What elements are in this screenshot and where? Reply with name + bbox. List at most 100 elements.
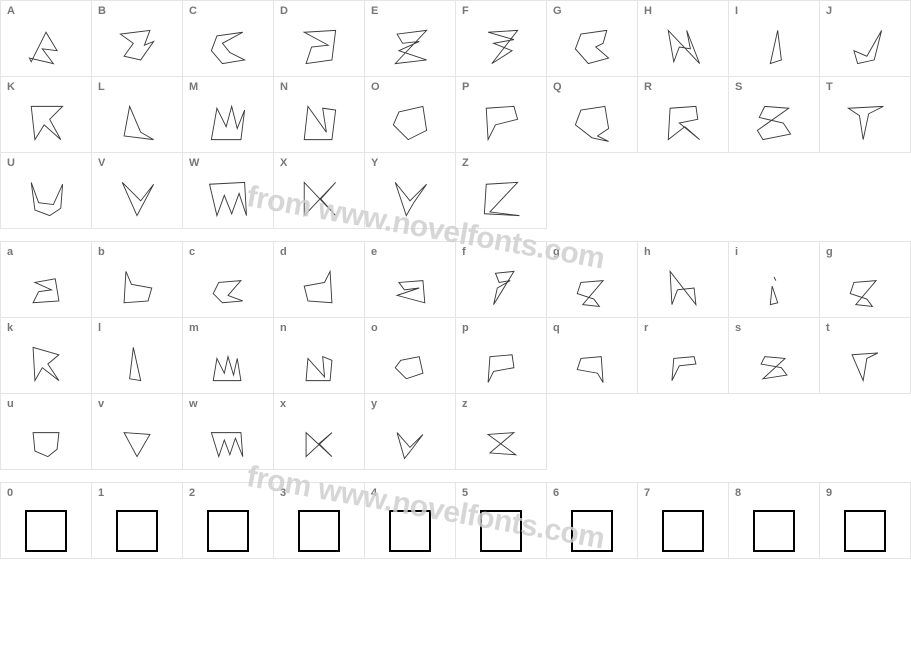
- glyph-cell[interactable]: h: [638, 242, 729, 318]
- glyph-U-icon: [18, 175, 74, 223]
- empty-glyph-box: [571, 510, 613, 552]
- cell-label: m: [189, 322, 199, 334]
- cell-label: f: [462, 246, 466, 258]
- cell-label: t: [826, 322, 830, 334]
- glyph-cell[interactable]: u: [1, 394, 92, 470]
- glyph-cell[interactable]: G: [547, 1, 638, 77]
- glyph-preview: [365, 169, 455, 228]
- glyph-cell[interactable]: U: [1, 153, 92, 229]
- glyph-preview: [1, 169, 91, 228]
- glyph-cell[interactable]: 8: [729, 483, 820, 559]
- glyph-cell[interactable]: 9: [820, 483, 911, 559]
- glyph-cell[interactable]: F: [456, 1, 547, 77]
- glyph-preview: [820, 334, 910, 393]
- glyph-cell[interactable]: x: [274, 394, 365, 470]
- glyph-cell[interactable]: X: [274, 153, 365, 229]
- glyph-cell[interactable]: 6: [547, 483, 638, 559]
- glyph-cell[interactable]: I: [729, 1, 820, 77]
- glyph-cell[interactable]: i: [729, 242, 820, 318]
- empty-glyph-box: [298, 510, 340, 552]
- glyph-cell[interactable]: 4: [365, 483, 456, 559]
- glyph-cell[interactable]: O: [365, 77, 456, 153]
- cell-label: 6: [553, 487, 560, 499]
- glyph-cell[interactable]: N: [274, 77, 365, 153]
- empty-glyph-box: [389, 510, 431, 552]
- glyph-cell[interactable]: E: [365, 1, 456, 77]
- glyph-k-icon: [18, 340, 74, 388]
- glyph-cell[interactable]: P: [456, 77, 547, 153]
- glyph-cell[interactable]: f: [456, 242, 547, 318]
- glyph-preview: [183, 334, 273, 393]
- glyph-cell[interactable]: C: [183, 1, 274, 77]
- glyph-d-icon: [291, 264, 347, 312]
- glyph-cell[interactable]: r: [638, 318, 729, 394]
- glyph-cell[interactable]: J: [820, 1, 911, 77]
- glyph-cell[interactable]: K: [1, 77, 92, 153]
- glyph-cell[interactable]: H: [638, 1, 729, 77]
- glyph-cell[interactable]: k: [1, 318, 92, 394]
- glyph-cell[interactable]: v: [92, 394, 183, 470]
- cell-label: w: [189, 398, 198, 410]
- glyph-cell[interactable]: e: [365, 242, 456, 318]
- cell-label: l: [98, 322, 102, 334]
- glyph-V-icon: [109, 175, 165, 223]
- cell-label: d: [280, 246, 287, 258]
- glyph-cell[interactable]: m: [183, 318, 274, 394]
- glyph-cell[interactable]: W: [183, 153, 274, 229]
- glyph-Q-icon: [564, 99, 620, 147]
- glyph-cell[interactable]: b: [92, 242, 183, 318]
- glyph-cell[interactable]: p: [456, 318, 547, 394]
- glyph-F-icon: [473, 23, 529, 71]
- glyph-preview: [729, 93, 819, 152]
- glyph-preview: [456, 93, 546, 152]
- glyph-cell[interactable]: 3: [274, 483, 365, 559]
- glyph-cell[interactable]: c: [183, 242, 274, 318]
- glyph-cell[interactable]: M: [183, 77, 274, 153]
- glyph-E-icon: [382, 23, 438, 71]
- glyph-i-icon: [746, 264, 802, 312]
- glyph-cell[interactable]: w: [183, 394, 274, 470]
- glyph-cell[interactable]: 1: [92, 483, 183, 559]
- glyph-y-icon: [382, 416, 438, 464]
- glyph-M-icon: [200, 99, 256, 147]
- glyph-cell[interactable]: o: [365, 318, 456, 394]
- glyph-cell[interactable]: g: [547, 242, 638, 318]
- glyph-preview: [820, 93, 910, 152]
- glyph-p-icon: [473, 340, 529, 388]
- glyph-preview: [547, 334, 637, 393]
- glyph-cell[interactable]: y: [365, 394, 456, 470]
- glyph-cell[interactable]: 0: [1, 483, 92, 559]
- glyph-preview: [183, 169, 273, 228]
- glyph-cell[interactable]: 2: [183, 483, 274, 559]
- cell-label: Y: [371, 157, 379, 169]
- glyph-cell[interactable]: A: [1, 1, 92, 77]
- glyph-cell[interactable]: B: [92, 1, 183, 77]
- glyph-cell[interactable]: R: [638, 77, 729, 153]
- glyph-cell[interactable]: t: [820, 318, 911, 394]
- cell-label: g: [826, 246, 833, 258]
- glyph-cell[interactable]: S: [729, 77, 820, 153]
- cell-label: p: [462, 322, 469, 334]
- glyph-cell[interactable]: 5: [456, 483, 547, 559]
- glyph-cell[interactable]: D: [274, 1, 365, 77]
- glyph-h-icon: [655, 264, 711, 312]
- glyph-cell[interactable]: Y: [365, 153, 456, 229]
- glyph-cell[interactable]: V: [92, 153, 183, 229]
- glyph-cell[interactable]: Z: [456, 153, 547, 229]
- glyph-q-icon: [564, 340, 620, 388]
- cell-label: v: [98, 398, 105, 410]
- glyph-cell[interactable]: a: [1, 242, 92, 318]
- glyph-cell[interactable]: s: [729, 318, 820, 394]
- cell-label: y: [371, 398, 378, 410]
- glyph-cell[interactable]: L: [92, 77, 183, 153]
- glyph-cell[interactable]: l: [92, 318, 183, 394]
- glyph-cell[interactable]: q: [547, 318, 638, 394]
- empty-glyph-box: [207, 510, 249, 552]
- glyph-cell[interactable]: d: [274, 242, 365, 318]
- glyph-cell[interactable]: z: [456, 394, 547, 470]
- glyph-cell[interactable]: T: [820, 77, 911, 153]
- glyph-cell[interactable]: n: [274, 318, 365, 394]
- glyph-cell[interactable]: g: [820, 242, 911, 318]
- glyph-cell[interactable]: Q: [547, 77, 638, 153]
- glyph-cell[interactable]: 7: [638, 483, 729, 559]
